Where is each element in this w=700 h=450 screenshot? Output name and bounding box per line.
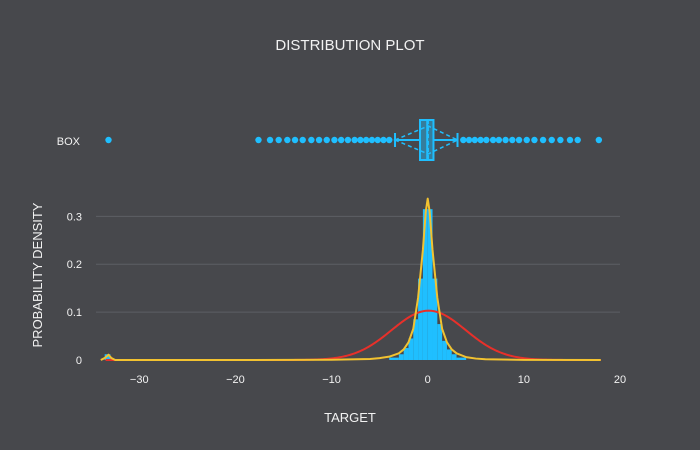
box-outlier-point [368, 136, 376, 144]
box-outlier-point [548, 136, 555, 144]
box-outlier-point [374, 136, 381, 144]
histogram-bar [432, 278, 438, 360]
chart-title: DISTRIBUTION PLOT [275, 37, 424, 54]
x-axis-ticks: −30 −20 −10 0 10 20 [130, 374, 626, 386]
x-tick-label: −20 [226, 374, 245, 386]
histogram-bar [408, 338, 414, 360]
y-tick-label: 0 [76, 355, 82, 367]
histogram-bar [413, 319, 419, 360]
box-outlier-point [566, 136, 574, 144]
box-outlier-point [291, 136, 299, 144]
box-outlier-point [299, 136, 306, 144]
box-outlier-point [531, 136, 538, 144]
histogram-bar [422, 209, 428, 360]
box-outlier-point [315, 136, 323, 144]
box-outlier-point [489, 136, 497, 144]
box-outlier-point [477, 136, 484, 144]
y-tick-label: 0.2 [67, 259, 82, 271]
histogram-bars [104, 209, 467, 360]
histogram-bar [451, 354, 457, 360]
box-sd-diamond [393, 125, 460, 155]
y-axis-ticks: 0 0.1 0.2 0.3 [67, 211, 82, 367]
box-plot [105, 119, 603, 161]
x-tick-label: 0 [425, 374, 431, 386]
histogram-bar [456, 357, 467, 360]
y-tick-label: 0.3 [67, 211, 82, 223]
box-outlier-point [509, 136, 516, 144]
box-outlier-point [539, 136, 547, 144]
box-outlier-point [362, 136, 370, 144]
histogram-bar [437, 324, 443, 360]
box-outlier-point [323, 136, 330, 144]
histogram-bar [104, 354, 111, 360]
y-tick-label: 0.1 [67, 307, 82, 319]
histogram-bar [398, 354, 404, 360]
box-outlier-point [483, 136, 490, 144]
box-outlier-point [465, 136, 473, 144]
box-outlier-point [331, 136, 338, 144]
histogram-bar [442, 340, 447, 360]
box-outlier-point [502, 136, 509, 144]
box-outlier-point [471, 136, 479, 144]
kde-curve [100, 197, 601, 361]
box-outlier-point [105, 136, 112, 144]
box-outlier-point [495, 136, 503, 144]
histogram-bar [446, 349, 452, 360]
density-curves [100, 197, 601, 361]
box-outlier-point [574, 136, 581, 144]
normal-curve [105, 309, 601, 361]
histogram-bar [403, 348, 409, 360]
histogram-bar [418, 278, 423, 360]
x-tick-label: −30 [130, 374, 149, 386]
box-outlier-point [595, 136, 603, 144]
box-outlier-point [344, 136, 352, 144]
box-outlier-point [386, 136, 393, 144]
x-axis-title: TARGET [324, 410, 376, 425]
y-axis-title: PROBABILITY DENSITY [30, 202, 45, 347]
box-outlier-point [380, 136, 387, 144]
x-tick-label: 10 [518, 374, 530, 386]
grid-lines [96, 215, 620, 313]
box-outlier-point [337, 136, 345, 144]
box-outlier-point [557, 136, 564, 144]
histogram-bar [389, 357, 399, 360]
histogram-bar [427, 209, 433, 360]
box-outlier-point [460, 136, 467, 144]
x-tick-label: 20 [614, 374, 626, 386]
box-outlier-point [515, 136, 523, 144]
box-outlier-point [284, 136, 291, 144]
box-outlier-point [255, 136, 262, 144]
x-tick-label: −10 [322, 374, 341, 386]
box-outlier-point [266, 136, 274, 144]
box-outlier-point [351, 136, 358, 144]
box-label: BOX [57, 136, 81, 148]
box-outlier-point [308, 136, 315, 144]
box-outlier-point [523, 136, 530, 144]
box-outlier-point [275, 136, 282, 144]
box-outlier-point [357, 136, 364, 144]
